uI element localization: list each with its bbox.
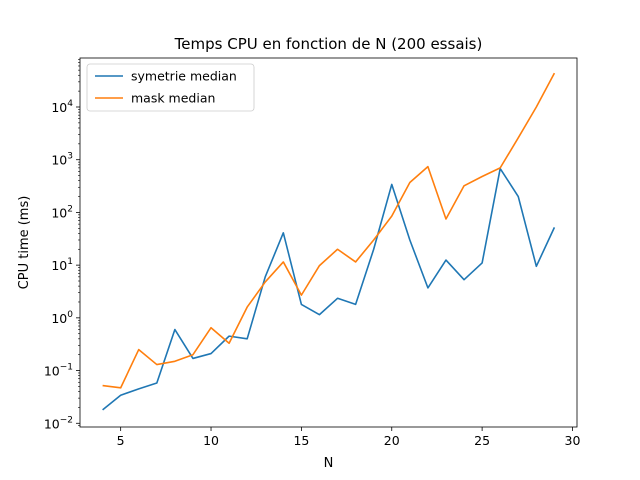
y-axis-label: CPU time (ms) [17,196,32,290]
x-tick-label: 20 [384,433,400,448]
y-tick-label: 103 [51,152,73,168]
legend-label: symetrie median [131,69,237,84]
chart-title: Temps CPU en fonction de N (200 essais) [174,35,483,53]
legend-label: mask median [131,91,215,106]
series-line-1 [102,167,556,411]
y-tick-label: 104 [51,99,73,115]
series-line-2 [102,72,556,389]
axes-frame [79,57,578,428]
plot-area: 5 10 15 20 25 30 10−2 10−1 100 101 102 103 104 [44,57,581,448]
x-tick-label: 10 [203,433,219,448]
legend-box [86,63,255,112]
y-tick-label: 100 [51,310,73,326]
x-tick-label: 25 [474,433,490,448]
y-tick-label: 10−1 [44,363,73,379]
legend: symetrie median mask median [86,63,255,112]
y-tick-label: 10−2 [44,415,73,431]
x-tick-label: 30 [565,433,581,448]
y-tick-label: 102 [51,204,73,220]
y-tick-label: 101 [51,257,73,273]
x-axis-label: N [324,456,334,471]
x-tick-label: 15 [293,433,309,448]
x-tick-label: 5 [117,433,125,448]
